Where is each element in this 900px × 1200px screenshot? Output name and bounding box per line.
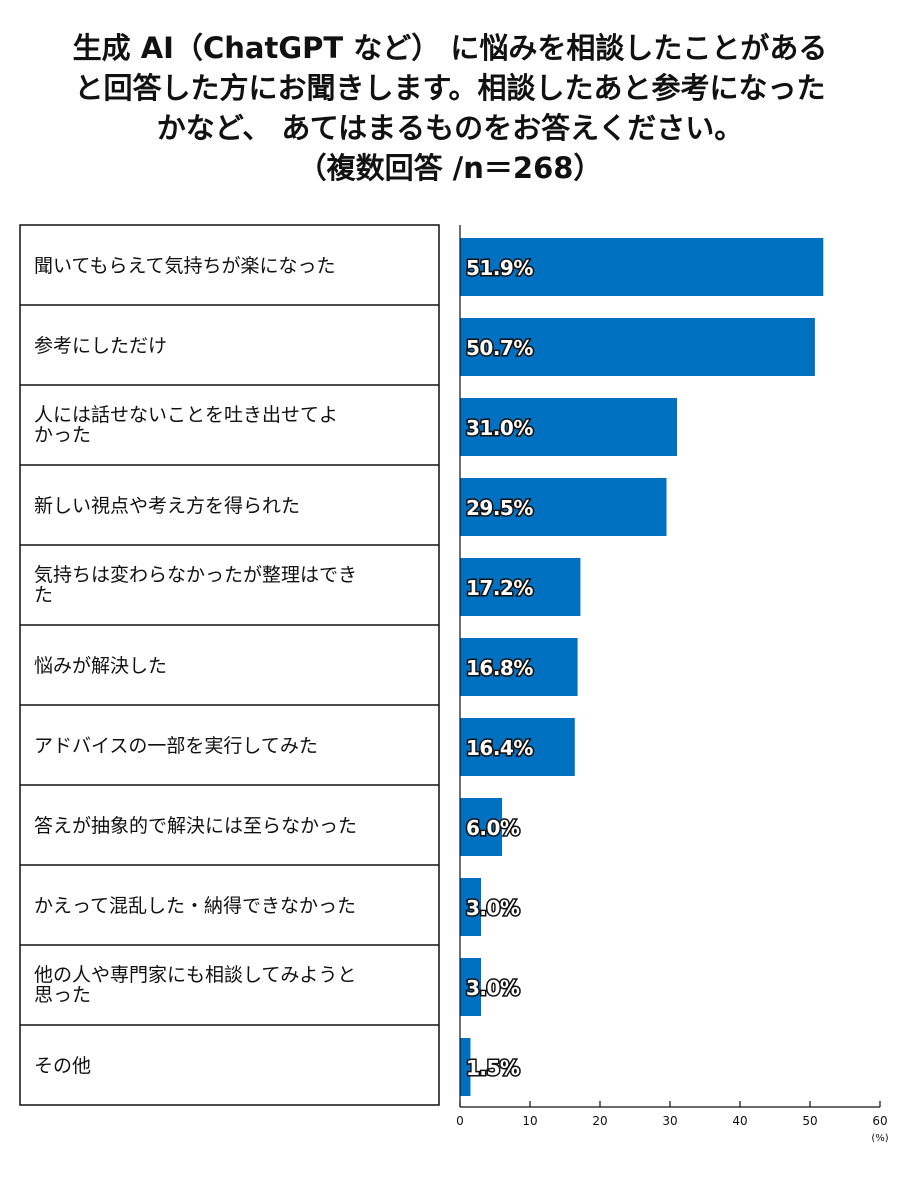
bar-value-label: 16.8% <box>466 656 533 680</box>
category-label: 他の人や専門家にも相談してみようと思った <box>34 964 356 1006</box>
chart-title-line-3: かなど、 あてはまるものをお答えください。 <box>156 111 744 145</box>
category-label-line: 思った <box>34 984 91 1006</box>
bar-value-label: 3.0% <box>466 976 520 1000</box>
bar-value-label: 3.0% <box>466 896 520 920</box>
label-table-border <box>19 224 440 1106</box>
bar <box>460 478 667 536</box>
bar <box>460 958 481 1016</box>
bar-value-label: 1.5% <box>466 1056 520 1080</box>
bar <box>460 1038 471 1096</box>
chart-title-line-1: 生成 AI（ChatGPT など） に悩みを相談したことがある <box>72 31 828 65</box>
bar-series: 51.9% 50.7% 31.0% 29.5% 17.2% 16.8% 16.4% 6.0% 3… <box>460 238 824 1096</box>
category-label: 人には話せないことを吐き出せてよかった <box>34 404 338 446</box>
bar-value-label: 6.0% <box>466 816 520 840</box>
bar-value-label: 31.0% <box>466 416 533 440</box>
bar-value-label: 17.2% <box>466 576 533 600</box>
category-label-line: 人には話せないことを吐き出せてよ <box>34 404 338 426</box>
category-label-table: 聞いてもらえて気持ちが楽になった参考にしただけ人には話せないことを吐き出せてよか… <box>19 224 440 1106</box>
category-label: 答えが抽象的で解決には至らなかった <box>34 815 357 837</box>
category-label: 気持ちは変わらなかったが整理はできた <box>34 564 357 606</box>
x-tick-label: 20 <box>592 1114 607 1128</box>
category-label-line: 他の人や専門家にも相談してみようと <box>34 964 356 986</box>
category-label-line: かった <box>34 424 91 446</box>
bar <box>460 878 481 936</box>
chart-title-line-4: （複数回答 /n＝268） <box>297 151 603 185</box>
x-axis: 0 10 20 30 40 50 60 (%) <box>456 225 889 1144</box>
category-label: 悩みが解決した <box>34 655 167 677</box>
x-tick-label: 40 <box>732 1114 747 1128</box>
bar-value-label: 16.4% <box>466 736 533 760</box>
chart-title-line-2: と回答した方にお聞きします。相談したあと参考になった <box>74 71 826 105</box>
category-label: 新しい視点や考え方を得られた <box>34 495 300 517</box>
bar <box>460 718 575 776</box>
x-tick-label: 50 <box>802 1114 817 1128</box>
chart-title: 生成 AI（ChatGPT など） に悩みを相談したことがある と回答した方にお… <box>0 28 900 188</box>
x-tick-label: 0 <box>456 1114 464 1128</box>
x-tick-label: 10 <box>522 1114 537 1128</box>
x-tick-label: 60 <box>872 1114 887 1128</box>
category-label: その他 <box>34 1055 91 1077</box>
x-tick-label: 30 <box>662 1114 677 1128</box>
x-axis-unit-label: (%) <box>871 1133 888 1144</box>
bar <box>460 558 581 616</box>
category-label: かえって混乱した・納得できなかった <box>34 895 356 917</box>
category-label-line: た <box>34 584 53 606</box>
category-label: 聞いてもらえて気持ちが楽になった <box>34 255 336 277</box>
bar-value-label: 51.9% <box>466 256 533 280</box>
category-label: アドバイスの一部を実行してみた <box>34 735 318 757</box>
bar <box>460 238 824 296</box>
bar <box>460 798 502 856</box>
bar <box>460 398 677 456</box>
bar-value-label: 50.7% <box>466 336 533 360</box>
category-label-line: 気持ちは変わらなかったが整理はでき <box>34 564 357 586</box>
bar <box>460 318 815 376</box>
category-label: 参考にしただけ <box>34 335 167 357</box>
bar <box>460 638 578 696</box>
bar-value-label: 29.5% <box>466 496 533 520</box>
